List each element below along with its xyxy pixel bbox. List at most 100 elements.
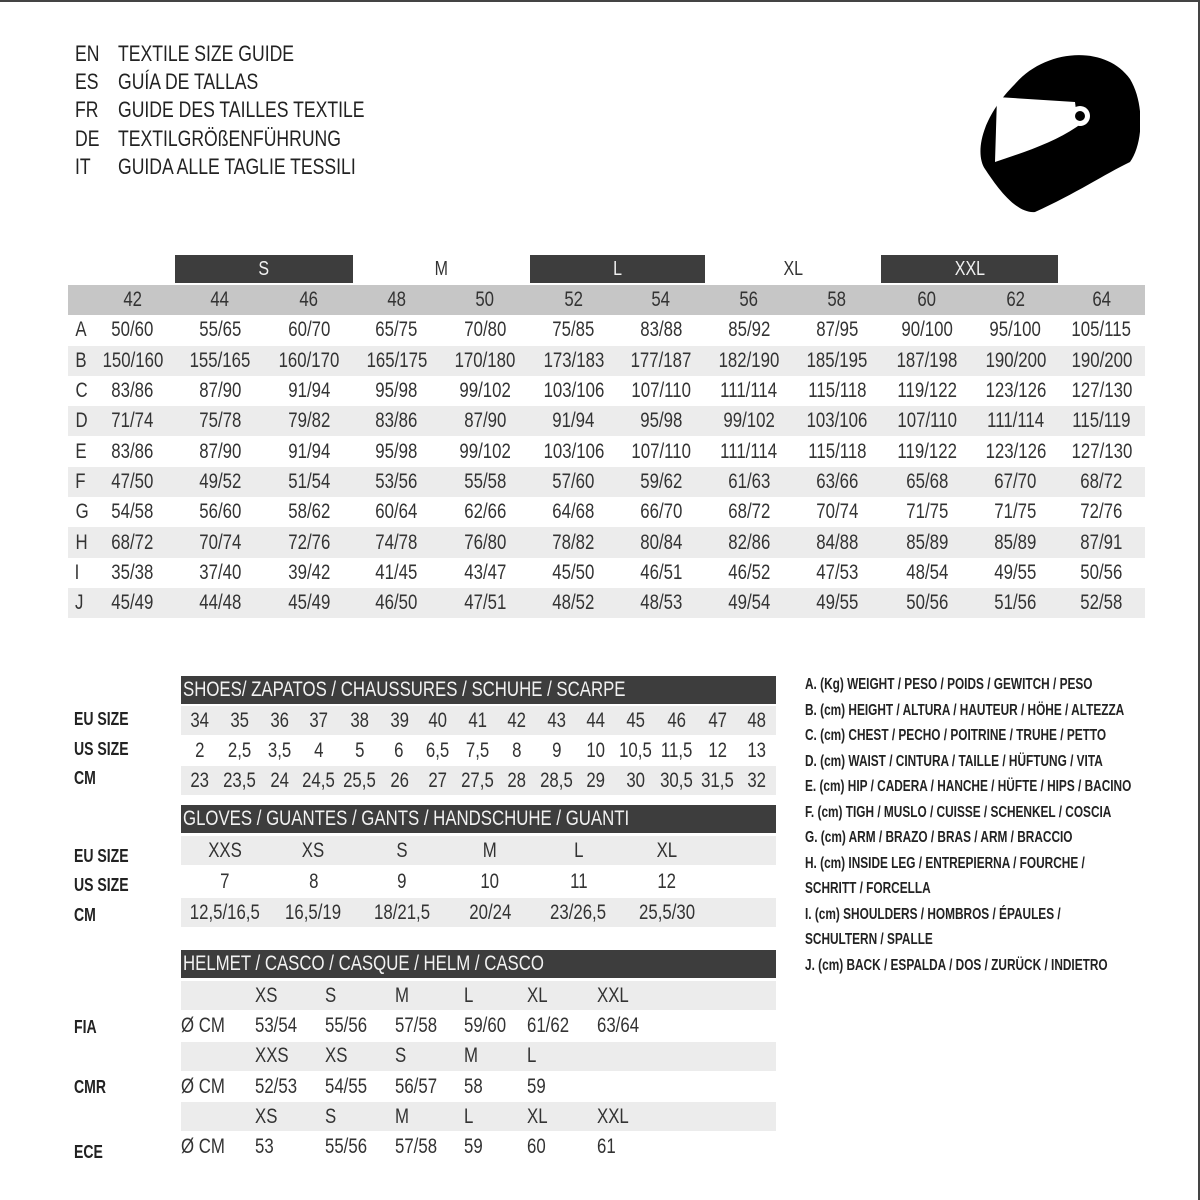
table-cell: 44/48: [175, 587, 265, 619]
table-cell: 99/102: [459, 439, 511, 463]
gloves-cell: 9: [397, 869, 407, 893]
shoes-title-text: SHOES/ ZAPATOS / CHAUSSURES / SCHUHE / S…: [183, 678, 626, 701]
table-cell: 87/90: [198, 439, 242, 463]
table-cell: 41/45: [375, 560, 418, 584]
table-cell: 99/102: [459, 379, 511, 403]
table-cell: 85/89: [881, 527, 973, 558]
shoes-cell: 7,5: [465, 739, 489, 762]
table-cell: 150/160: [90, 345, 175, 376]
table-cell: 87/90: [198, 379, 242, 403]
legend-line: F. (cm) TIGH / MUSLO / CUISSE / SCHENKEL…: [805, 803, 1112, 821]
table-cell: 95/98: [375, 439, 418, 463]
table-cell: 95/98: [617, 406, 705, 437]
unit-spacer: [181, 1102, 255, 1132]
table-cell: 45/50: [552, 560, 595, 584]
helmet-cm: 59: [527, 1074, 546, 1098]
table-cell: 85/92: [727, 318, 771, 342]
table-cell: 99/102: [705, 406, 793, 437]
helmet-size: XXL: [597, 1104, 629, 1128]
helmet-size: XXL: [597, 984, 629, 1008]
gloves-row-label: CM: [74, 905, 96, 925]
table-cell: 80/84: [617, 527, 705, 558]
shoes-cell: 5: [355, 739, 365, 762]
table-cell: 127/130: [1071, 379, 1132, 403]
table-cell: 45/49: [90, 587, 175, 619]
table-cell: 43/47: [463, 560, 507, 584]
helmet-size: XL: [527, 984, 548, 1008]
helmet-size-table: XS S M L XL XXL Ø CM 53/54 55/56 57/58 59/60 61/62 6…: [181, 981, 776, 1162]
table-cell: 51/56: [973, 587, 1058, 619]
helmet-standard-label: ECE: [74, 1142, 103, 1162]
table-cell: 54/58: [111, 500, 154, 524]
helmet-cm: 61/62: [527, 1014, 570, 1038]
gloves-cell: XL: [656, 838, 678, 862]
table-cell: 47/53: [815, 560, 859, 584]
row-letter: A: [75, 318, 87, 342]
shoes-cell: 31,5: [700, 769, 734, 792]
shoes-cell: 24,5: [302, 769, 336, 792]
helmet-size: XS: [255, 1104, 278, 1128]
shoes-cell: 23,5: [223, 769, 257, 792]
helmet-size: XL: [527, 1104, 548, 1128]
legend-line: SCHRITT / FORCELLA: [805, 880, 931, 897]
table-cell: 103/106: [543, 439, 604, 463]
shoes-cell: 6: [394, 739, 405, 762]
row-shade: [181, 836, 776, 865]
unit-spacer: [181, 1041, 255, 1071]
table-cell: 83/86: [111, 379, 154, 403]
table-cell: 115/119: [1058, 406, 1145, 437]
shoes-cell: 26: [389, 769, 409, 792]
helmet-size: L: [527, 1044, 537, 1068]
helmet-cm: 53: [255, 1135, 274, 1159]
table-cell: 79/82: [265, 406, 353, 437]
size-header: 62: [973, 285, 1058, 316]
table-cell: 61/63: [705, 466, 793, 498]
helmet-size: XXS: [255, 1044, 289, 1068]
size-header: 60: [881, 285, 973, 316]
shoes-cell: 34: [190, 709, 210, 732]
table-cell: 123/126: [985, 379, 1046, 403]
size-header: 50: [440, 285, 530, 316]
table-cell: 84/88: [793, 527, 881, 558]
table-cell: 70/80: [463, 318, 507, 342]
shoes-cell: 24: [269, 769, 289, 792]
size-header: 48: [353, 285, 440, 316]
helmet-size: S: [325, 1104, 337, 1128]
helmet-cm: 59: [464, 1135, 483, 1159]
table-cell: 45/49: [265, 587, 353, 619]
language-code: DE: [75, 125, 100, 151]
table-cell: 55/65: [198, 318, 242, 342]
legend-line: C. (cm) CHEST / PECHO / POITRINE / TRUHE…: [805, 727, 1107, 744]
table-cell: 50/56: [1080, 560, 1123, 584]
gloves-cell: 18/21,5: [373, 900, 430, 924]
helmet-size: XS: [325, 1044, 348, 1068]
shoes-cell: 13: [747, 739, 767, 762]
helmet-cm: 52/53: [255, 1074, 298, 1098]
table-cell: 87/90: [440, 406, 530, 437]
shoes-cell: 10: [586, 739, 606, 762]
helmet-size: S: [325, 984, 337, 1008]
shoes-cell: 42: [507, 709, 527, 732]
shoes-cell: 39: [389, 709, 409, 732]
gloves-row-label: US SIZE: [74, 875, 129, 895]
gloves-cell: XXS: [208, 838, 242, 862]
table-cell: 115/118: [807, 439, 867, 463]
table-cell: 185/195: [793, 345, 881, 376]
table-cell: 91/94: [530, 406, 617, 437]
size-header: 44: [175, 285, 265, 316]
language-code: FR: [75, 97, 99, 123]
table-cell: 72/76: [265, 527, 353, 558]
shoes-size-table: 34 35 36 37 38 39 40 41 42 43 44 45 46 47 48 2 2,5 3,5 4 5 6…: [181, 706, 776, 796]
table-cell: 160/170: [265, 345, 353, 376]
helmet-title-text: HELMET / CASCO / CASQUE / HELM / CASCO: [183, 952, 544, 975]
shoes-cell: 46: [667, 709, 686, 732]
gloves-cell: 20/24: [469, 900, 512, 924]
table-cell: 46/51: [639, 560, 683, 584]
size-header: 58: [793, 285, 881, 316]
table-cell: 49/52: [175, 466, 265, 498]
table-cell: 170/180: [440, 345, 530, 376]
size-band-xxl: XXL: [881, 255, 1058, 283]
row-letter: I: [74, 560, 80, 584]
helmet-size: M: [395, 984, 409, 1008]
